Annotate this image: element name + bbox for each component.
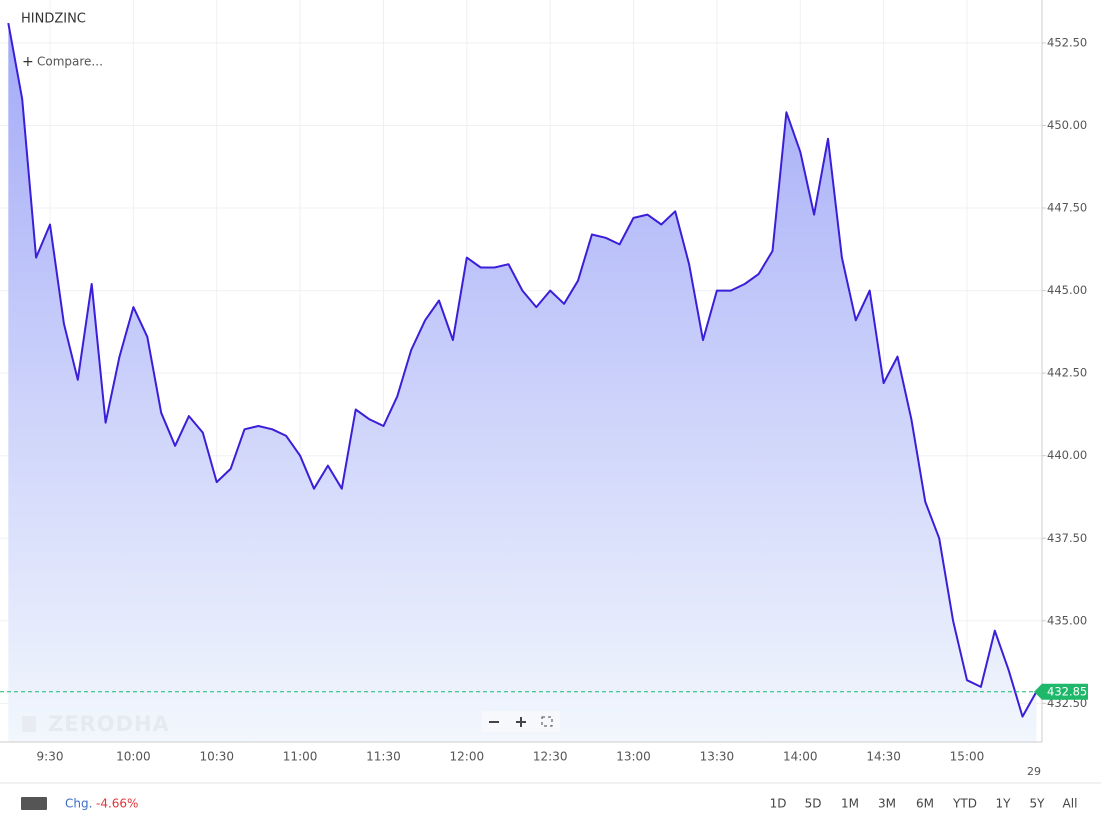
last-price-tag (1034, 683, 1088, 700)
fullscreen[interactable] (541, 716, 553, 727)
area-fill (8, 23, 1037, 743)
y-tick-label: 450.00 (1047, 118, 1087, 132)
x-tick-label: 11:00 (283, 750, 318, 764)
zoom-controls (482, 711, 560, 732)
range-button[interactable]: 1D (770, 797, 787, 811)
compare-button[interactable]: Compare... (37, 55, 103, 69)
y-tick-label: 442.50 (1047, 366, 1087, 380)
x-tick-label: 9:30 (37, 750, 64, 764)
last-price-label: 432.85 (1047, 684, 1087, 698)
range-button[interactable]: YTD (952, 797, 977, 811)
x-next-label: 29 (1027, 765, 1041, 778)
keyboard-icon[interactable] (21, 797, 47, 810)
range-button[interactable]: 1M (841, 797, 859, 811)
x-tick-label: 13:30 (700, 750, 735, 764)
range-button[interactable]: 1Y (996, 797, 1012, 811)
y-tick-label: 437.50 (1047, 531, 1087, 545)
y-tick-label: 435.00 (1047, 613, 1087, 627)
y-tick-label: 440.00 (1047, 448, 1087, 462)
change-value: -4.66% (96, 797, 138, 811)
range-buttons: 1D 5D 1M 3M 6M YTD 1Y 5Y All (770, 797, 1078, 811)
y-tick-label: 445.00 (1047, 283, 1087, 297)
y-tick-label: 452.50 (1047, 35, 1087, 49)
price-line (7, 22, 1038, 718)
range-button[interactable]: 6M (916, 797, 934, 811)
y-tick-label: 447.50 (1047, 201, 1087, 215)
compare-plus[interactable]: + (22, 54, 34, 70)
x-tick-label: 14:30 (866, 750, 901, 764)
x-tick-label: 12:30 (533, 750, 568, 764)
x-tick-label: 15:00 (950, 750, 985, 764)
x-tick-label: 14:00 (783, 750, 818, 764)
range-button[interactable]: All (1063, 797, 1078, 811)
change-label: Chg. (65, 797, 92, 811)
plot (7, 22, 1038, 743)
x-tick-label: 13:00 (616, 750, 651, 764)
x-tick-label: 10:00 (116, 750, 151, 764)
x-tick-label: 11:30 (366, 750, 401, 764)
range-button[interactable]: 3M (878, 797, 896, 811)
range-button[interactable]: 5D (805, 797, 822, 811)
range-button[interactable]: 5Y (1030, 797, 1046, 811)
watermark-logo (22, 716, 36, 732)
chart-title: HINDZINC (21, 12, 86, 27)
watermark: ZERODHA (48, 712, 170, 736)
x-tick-label: 10:30 (199, 750, 234, 764)
x-tick-label: 12:00 (450, 750, 485, 764)
